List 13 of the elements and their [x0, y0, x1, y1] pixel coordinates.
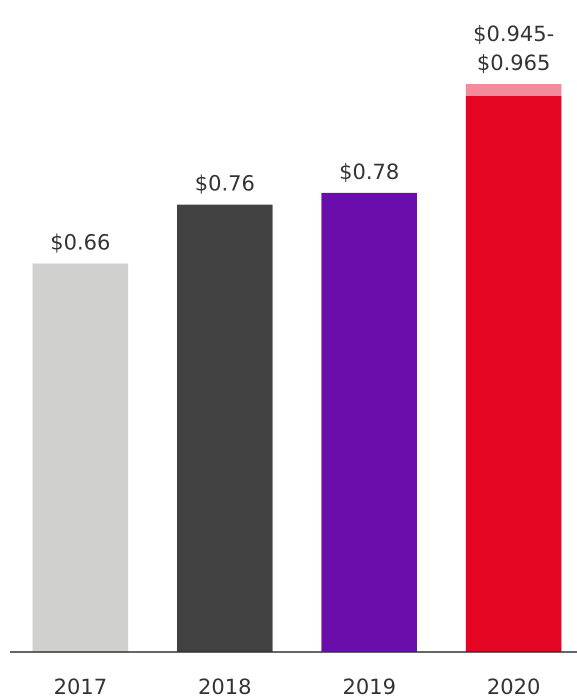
bar	[466, 84, 562, 96]
bar	[176, 204, 273, 652]
bar	[321, 192, 418, 652]
x-tick-label: 2020	[486, 675, 540, 698]
data-label: $0.76	[194, 172, 255, 196]
x-tick-label: 2017	[54, 675, 108, 698]
bar	[466, 96, 562, 652]
data-label: $0.945-$0.965	[473, 22, 554, 75]
data-label: $0.78	[339, 160, 400, 184]
bar	[32, 264, 128, 652]
x-tick-label: 2019	[342, 675, 396, 698]
x-tick-label: 2018	[198, 675, 252, 698]
data-label: $0.66	[50, 230, 110, 255]
